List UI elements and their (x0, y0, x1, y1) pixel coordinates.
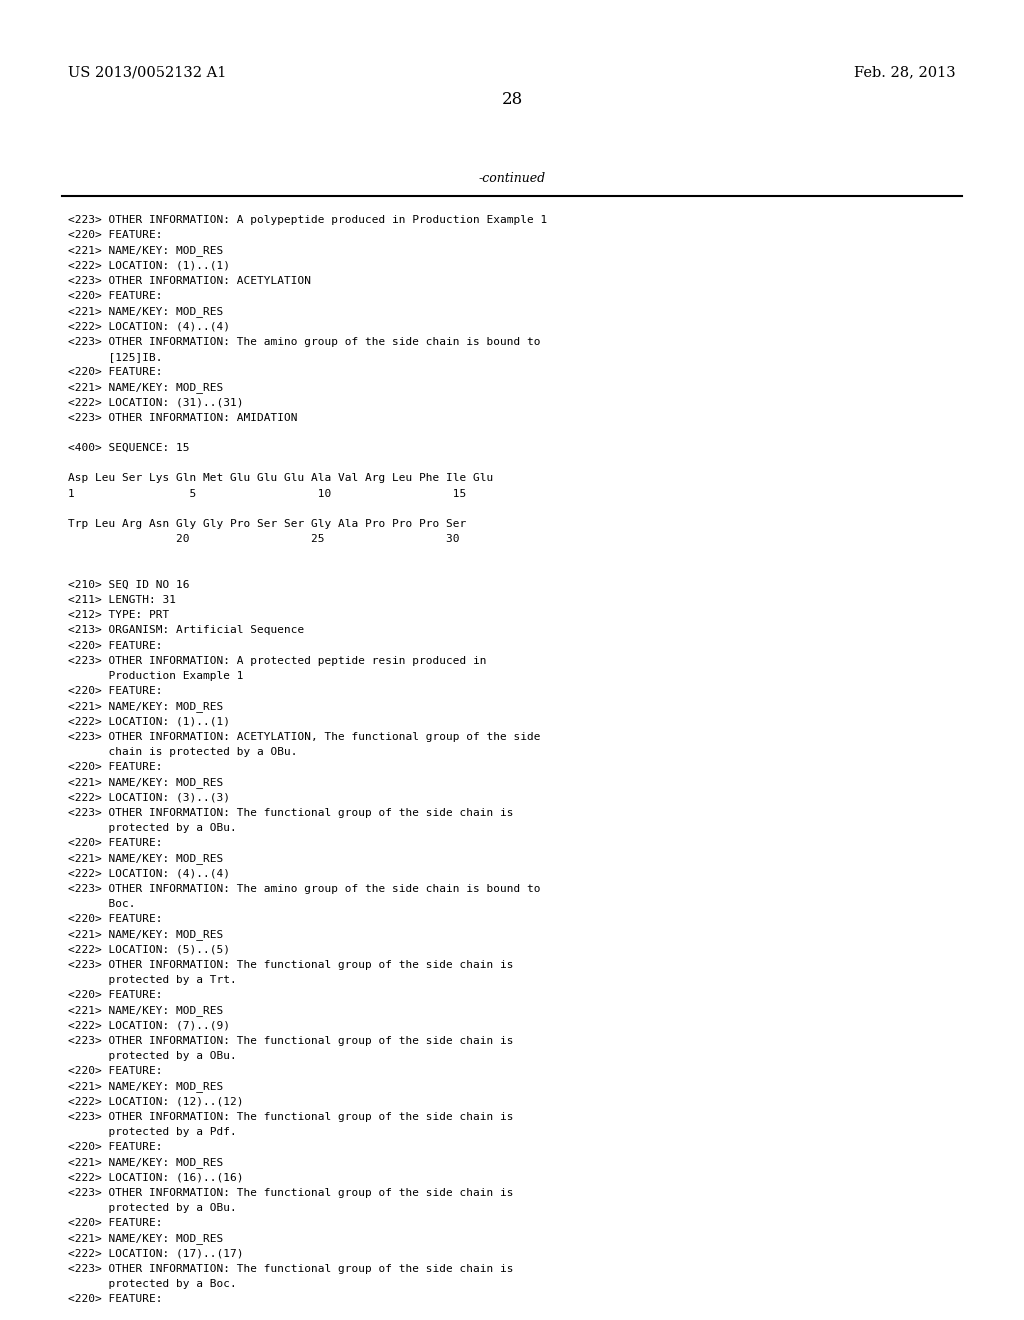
Text: <221> NAME/KEY: MOD_RES: <221> NAME/KEY: MOD_RES (68, 246, 223, 256)
Text: <220> FEATURE:: <220> FEATURE: (68, 640, 163, 651)
Text: protected by a OBu.: protected by a OBu. (68, 822, 237, 833)
Text: Feb. 28, 2013: Feb. 28, 2013 (854, 65, 956, 79)
Text: <220> FEATURE:: <220> FEATURE: (68, 838, 163, 849)
Text: Trp Leu Arg Asn Gly Gly Pro Ser Ser Gly Ala Pro Pro Pro Ser: Trp Leu Arg Asn Gly Gly Pro Ser Ser Gly … (68, 519, 466, 529)
Text: <221> NAME/KEY: MOD_RES: <221> NAME/KEY: MOD_RES (68, 1006, 223, 1016)
Text: <222> LOCATION: (31)..(31): <222> LOCATION: (31)..(31) (68, 397, 244, 408)
Text: US 2013/0052132 A1: US 2013/0052132 A1 (68, 65, 226, 79)
Text: <221> NAME/KEY: MOD_RES: <221> NAME/KEY: MOD_RES (68, 1158, 223, 1168)
Text: <223> OTHER INFORMATION: The functional group of the side chain is: <223> OTHER INFORMATION: The functional … (68, 1111, 513, 1122)
Text: 28: 28 (502, 91, 522, 108)
Text: <213> ORGANISM: Artificial Sequence: <213> ORGANISM: Artificial Sequence (68, 626, 304, 635)
Text: Boc.: Boc. (68, 899, 135, 909)
Text: <223> OTHER INFORMATION: The amino group of the side chain is bound to: <223> OTHER INFORMATION: The amino group… (68, 884, 541, 894)
Text: <222> LOCATION: (3)..(3): <222> LOCATION: (3)..(3) (68, 792, 230, 803)
Text: -continued: -continued (478, 172, 546, 185)
Text: <220> FEATURE:: <220> FEATURE: (68, 762, 163, 772)
Text: <222> LOCATION: (16)..(16): <222> LOCATION: (16)..(16) (68, 1172, 244, 1183)
Text: protected by a Boc.: protected by a Boc. (68, 1279, 237, 1290)
Text: <223> OTHER INFORMATION: The functional group of the side chain is: <223> OTHER INFORMATION: The functional … (68, 960, 513, 970)
Text: <223> OTHER INFORMATION: The amino group of the side chain is bound to: <223> OTHER INFORMATION: The amino group… (68, 337, 541, 347)
Text: 1                 5                  10                  15: 1 5 10 15 (68, 488, 466, 499)
Text: <221> NAME/KEY: MOD_RES: <221> NAME/KEY: MOD_RES (68, 1081, 223, 1093)
Text: <221> NAME/KEY: MOD_RES: <221> NAME/KEY: MOD_RES (68, 1233, 223, 1245)
Text: <220> FEATURE:: <220> FEATURE: (68, 990, 163, 1001)
Text: <220> FEATURE:: <220> FEATURE: (68, 230, 163, 240)
Text: <212> TYPE: PRT: <212> TYPE: PRT (68, 610, 169, 620)
Text: protected by a Pdf.: protected by a Pdf. (68, 1127, 237, 1137)
Text: <220> FEATURE:: <220> FEATURE: (68, 1067, 163, 1076)
Text: <223> OTHER INFORMATION: AMIDATION: <223> OTHER INFORMATION: AMIDATION (68, 413, 298, 422)
Text: <221> NAME/KEY: MOD_RES: <221> NAME/KEY: MOD_RES (68, 929, 223, 940)
Text: <222> LOCATION: (4)..(4): <222> LOCATION: (4)..(4) (68, 869, 230, 879)
Text: <220> FEATURE:: <220> FEATURE: (68, 1142, 163, 1152)
Text: <223> OTHER INFORMATION: ACETYLATION, The functional group of the side: <223> OTHER INFORMATION: ACETYLATION, Th… (68, 731, 541, 742)
Text: <222> LOCATION: (5)..(5): <222> LOCATION: (5)..(5) (68, 945, 230, 954)
Text: <222> LOCATION: (1)..(1): <222> LOCATION: (1)..(1) (68, 260, 230, 271)
Text: <221> NAME/KEY: MOD_RES: <221> NAME/KEY: MOD_RES (68, 701, 223, 713)
Text: protected by a OBu.: protected by a OBu. (68, 1051, 237, 1061)
Text: <222> LOCATION: (4)..(4): <222> LOCATION: (4)..(4) (68, 321, 230, 331)
Text: <221> NAME/KEY: MOD_RES: <221> NAME/KEY: MOD_RES (68, 383, 223, 393)
Text: <223> OTHER INFORMATION: A protected peptide resin produced in: <223> OTHER INFORMATION: A protected pep… (68, 656, 486, 665)
Text: chain is protected by a OBu.: chain is protected by a OBu. (68, 747, 298, 756)
Text: <210> SEQ ID NO 16: <210> SEQ ID NO 16 (68, 579, 189, 590)
Text: <220> FEATURE:: <220> FEATURE: (68, 1218, 163, 1228)
Text: Asp Leu Ser Lys Gln Met Glu Glu Glu Ala Val Arg Leu Phe Ile Glu: Asp Leu Ser Lys Gln Met Glu Glu Glu Ala … (68, 474, 494, 483)
Text: <223> OTHER INFORMATION: A polypeptide produced in Production Example 1: <223> OTHER INFORMATION: A polypeptide p… (68, 215, 547, 224)
Text: <222> LOCATION: (1)..(1): <222> LOCATION: (1)..(1) (68, 717, 230, 726)
Text: <400> SEQUENCE: 15: <400> SEQUENCE: 15 (68, 444, 189, 453)
Text: <222> LOCATION: (17)..(17): <222> LOCATION: (17)..(17) (68, 1249, 244, 1258)
Text: <222> LOCATION: (12)..(12): <222> LOCATION: (12)..(12) (68, 1097, 244, 1106)
Text: protected by a Trt.: protected by a Trt. (68, 975, 237, 985)
Text: Production Example 1: Production Example 1 (68, 671, 244, 681)
Text: <223> OTHER INFORMATION: The functional group of the side chain is: <223> OTHER INFORMATION: The functional … (68, 1263, 513, 1274)
Text: <222> LOCATION: (7)..(9): <222> LOCATION: (7)..(9) (68, 1020, 230, 1031)
Text: <223> OTHER INFORMATION: The functional group of the side chain is: <223> OTHER INFORMATION: The functional … (68, 1188, 513, 1197)
Text: <223> OTHER INFORMATION: The functional group of the side chain is: <223> OTHER INFORMATION: The functional … (68, 808, 513, 818)
Text: <211> LENGTH: 31: <211> LENGTH: 31 (68, 595, 176, 605)
Text: protected by a OBu.: protected by a OBu. (68, 1203, 237, 1213)
Text: <223> OTHER INFORMATION: ACETYLATION: <223> OTHER INFORMATION: ACETYLATION (68, 276, 311, 286)
Text: <220> FEATURE:: <220> FEATURE: (68, 367, 163, 378)
Text: [125]IB.: [125]IB. (68, 352, 163, 362)
Text: <221> NAME/KEY: MOD_RES: <221> NAME/KEY: MOD_RES (68, 777, 223, 788)
Text: <220> FEATURE:: <220> FEATURE: (68, 915, 163, 924)
Text: <221> NAME/KEY: MOD_RES: <221> NAME/KEY: MOD_RES (68, 306, 223, 317)
Text: 20                  25                  30: 20 25 30 (68, 535, 460, 544)
Text: <221> NAME/KEY: MOD_RES: <221> NAME/KEY: MOD_RES (68, 854, 223, 865)
Text: <223> OTHER INFORMATION: The functional group of the side chain is: <223> OTHER INFORMATION: The functional … (68, 1036, 513, 1045)
Text: <220> FEATURE:: <220> FEATURE: (68, 1294, 163, 1304)
Text: <220> FEATURE:: <220> FEATURE: (68, 290, 163, 301)
Text: <220> FEATURE:: <220> FEATURE: (68, 686, 163, 696)
